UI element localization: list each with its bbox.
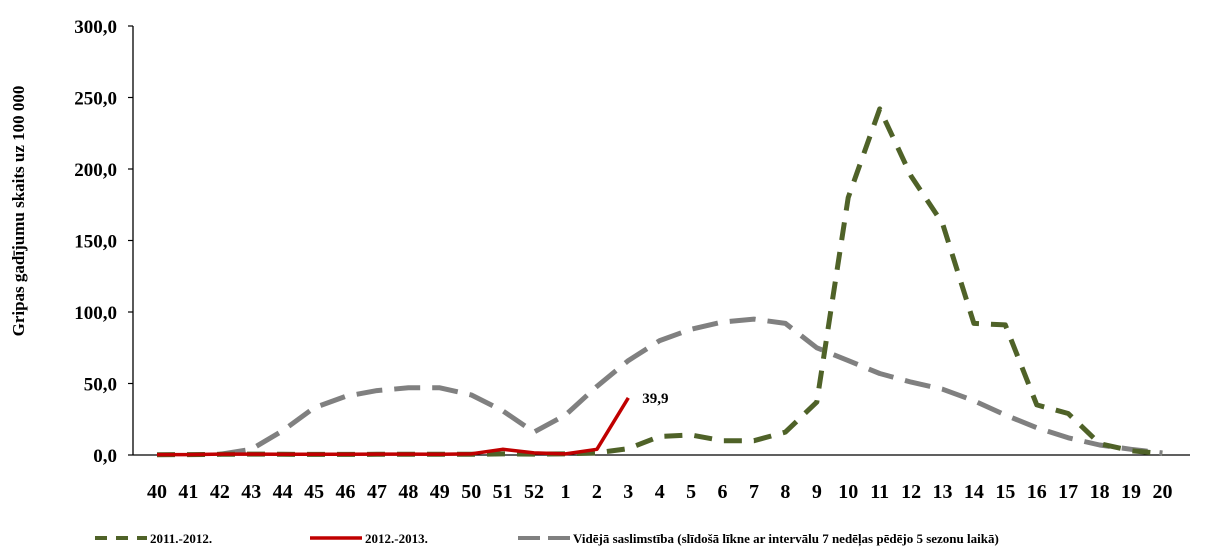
x-tick-label: 2 [592,481,602,503]
x-tick-label: 6 [718,481,728,503]
data-labels: 39,9 [642,391,668,407]
x-tick-label: 4 [655,481,665,503]
x-tick-label: 46 [336,481,356,503]
data-label: 39,9 [642,391,668,407]
x-tick-label: 20 [1152,481,1172,503]
x-tick-label: 43 [241,481,261,503]
x-tick-label: 44 [273,481,293,503]
x-tick-label: 5 [686,481,696,503]
x-tick-label: 45 [304,481,324,503]
legend: 2011.-2012. 2012.-2013. Vidējā saslimstība… [95,531,999,547]
x-tick-label: 1 [560,481,570,503]
x-tick-label: 50 [461,481,481,503]
x-tick-label: 12 [901,481,921,503]
x-tick-label: 19 [1121,481,1141,503]
legend-label: 2012.-2013. [365,531,428,546]
x-tick-label: 9 [812,481,822,503]
y-tick-label: 200,0 [74,160,117,181]
y-tick-label: 150,0 [74,232,117,253]
x-tick-label: 3 [623,481,633,503]
series-line-2 [157,396,630,457]
x-tick-label: 14 [964,481,984,503]
x-axis: 40 41 42 43 44 45 46 47 48 49 50 51 52 1 2 3 4 5 6 7 8 9 10 11 1… [133,454,1190,503]
y-axis-title: Gripas gadījumu skaits uz 100 000 [9,86,28,337]
x-tick-label: 41 [178,481,198,503]
x-tick-label: 51 [493,481,513,503]
y-axis: 0,0 50,0 100,0 150,0 200,0 250,0 300,0 [74,17,134,467]
y-tick-label: 300,0 [74,17,117,38]
x-tick-label: 47 [367,481,387,503]
x-tick-label: 15 [995,481,1015,503]
x-tick-label: 8 [780,481,790,503]
x-tick-label: 42 [210,481,230,503]
legend-label: 2011.-2012. [150,531,212,546]
x-tick-label: 48 [398,481,418,503]
x-tick-label: 16 [1027,481,1047,503]
legend-label: Vidējā saslimstība (slīdošā līkne ar int… [573,531,999,547]
x-tick-label: 49 [430,481,450,503]
y-tick-label: 50,0 [84,375,117,396]
x-tick-label: 10 [838,481,858,503]
x-tick-label: 17 [1058,481,1078,503]
x-tick-label: 52 [524,481,544,503]
x-tick-label: 13 [933,481,953,503]
y-tick-label: 0,0 [93,446,117,467]
y-tick-label: 100,0 [74,303,117,324]
plot-area [156,106,1163,458]
y-tick-label: 250,0 [74,89,117,110]
x-tick-label: 7 [749,481,759,503]
x-tick-label: 11 [870,481,889,503]
x-tick-label: 18 [1090,481,1110,503]
series-line-3 [219,316,1163,457]
x-tick-label: 40 [147,481,167,503]
